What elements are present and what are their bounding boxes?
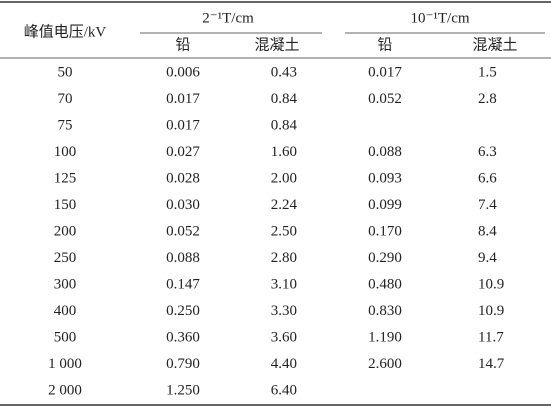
cell: 2.24 <box>271 197 298 213</box>
cell: 6.40 <box>271 382 297 398</box>
cell: 6.3 <box>478 144 497 160</box>
cell: 10.9 <box>478 303 504 319</box>
sub-header: 铅 <box>175 36 190 53</box>
cell: 2.80 <box>271 250 297 266</box>
cell: 14.7 <box>478 356 505 372</box>
cell: 1.190 <box>368 329 402 345</box>
cell: 8.4 <box>478 223 497 239</box>
cell: 3.30 <box>271 303 297 319</box>
row-label: 150 <box>54 197 77 213</box>
cell: 0.84 <box>271 117 298 133</box>
cell: 0.088 <box>166 250 200 266</box>
header-cell: 峰值电压/kV <box>24 23 107 40</box>
cell: 0.84 <box>271 91 298 107</box>
row-label: 200 <box>54 223 77 239</box>
cell: 3.10 <box>271 276 297 292</box>
cell: 0.028 <box>166 170 200 186</box>
row-label: 50 <box>58 64 73 80</box>
cell: 0.017 <box>368 64 402 80</box>
cell: 0.052 <box>368 91 402 107</box>
cell: 0.790 <box>166 356 200 372</box>
cell: 7.4 <box>478 197 497 213</box>
sub-header: 混凝土 <box>254 36 299 53</box>
cell: 2.00 <box>271 170 297 186</box>
cell: 0.017 <box>166 91 200 107</box>
cell: 1.60 <box>271 144 297 160</box>
cell: 6.6 <box>478 170 497 186</box>
cell: 0.006 <box>166 64 200 80</box>
row-label: 1 000 <box>48 356 82 372</box>
cell: 1.5 <box>478 64 497 80</box>
cell: 0.480 <box>368 276 402 292</box>
cell: 11.7 <box>478 329 504 345</box>
row-label: 300 <box>54 276 77 292</box>
row-label: 70 <box>58 91 73 107</box>
cell: 2.600 <box>368 356 402 372</box>
cell: 0.360 <box>166 329 200 345</box>
row-label: 500 <box>54 329 77 345</box>
sub-header: 铅 <box>377 36 392 53</box>
row-label: 250 <box>54 250 77 266</box>
cell: 0.052 <box>166 223 200 239</box>
cell: 9.4 <box>478 250 497 266</box>
cell: 0.147 <box>166 276 200 292</box>
row-label: 125 <box>54 170 77 186</box>
cell: 0.250 <box>166 303 200 319</box>
cell: 0.030 <box>166 197 200 213</box>
row-label: 400 <box>54 303 77 319</box>
group-header: 10⁻¹T/cm <box>410 10 469 26</box>
cell: 10.9 <box>478 276 504 292</box>
row-label: 100 <box>54 144 77 160</box>
cell: 3.60 <box>271 329 297 345</box>
cell: 0.099 <box>368 197 402 213</box>
cell: 0.027 <box>166 144 200 160</box>
cell: 0.017 <box>166 117 200 133</box>
cell: 0.093 <box>368 170 402 186</box>
cell: 0.830 <box>368 303 402 319</box>
cell: 2.50 <box>271 223 297 239</box>
cell: 0.290 <box>368 250 402 266</box>
cell: 0.170 <box>368 223 402 239</box>
cell: 0.088 <box>368 144 402 160</box>
cell: 1.250 <box>166 382 200 398</box>
sub-header: 混凝土 <box>472 36 517 53</box>
cell: 4.40 <box>271 356 297 372</box>
group-header: 2⁻¹T/cm <box>202 10 254 26</box>
row-label: 2 000 <box>48 382 82 398</box>
cell: 0.43 <box>271 64 297 80</box>
row-label: 75 <box>58 117 73 133</box>
cell: 2.8 <box>478 91 497 107</box>
